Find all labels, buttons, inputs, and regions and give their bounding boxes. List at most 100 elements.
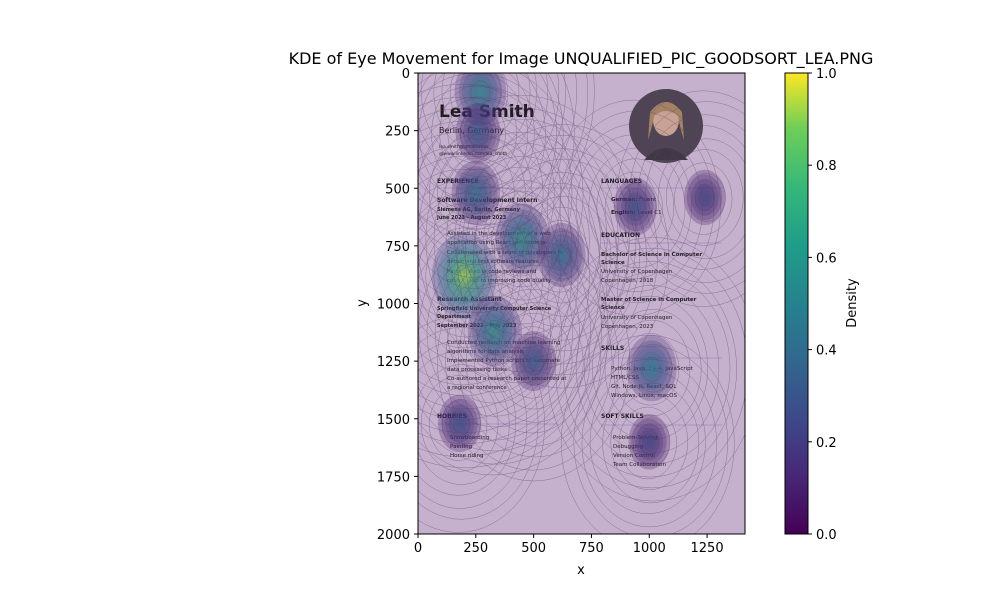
resume-email: lea.smith@gmail.com	[439, 144, 488, 150]
contour-line	[433, 132, 608, 349]
contour-line	[456, 124, 669, 389]
density-level	[476, 85, 485, 98]
contour-line	[575, 134, 692, 279]
contour-line	[464, 134, 658, 376]
density-level	[624, 192, 647, 222]
contour-line	[617, 182, 657, 231]
contour-line	[418, 97, 608, 458]
resume-linkedin: @www.linkedin.com/lea_smith	[439, 151, 507, 157]
density-level	[694, 183, 716, 212]
contour-line	[433, 73, 531, 153]
job2-bullet: Co-authored a research paper presented a…	[447, 376, 567, 382]
x-tick-label: 500	[521, 541, 546, 556]
contour-line	[463, 296, 522, 369]
density-hotspot	[613, 177, 658, 236]
density-level	[504, 215, 540, 263]
density-level	[467, 295, 521, 367]
contour-line	[547, 99, 721, 317]
y-axis: 0 250 500 750 1000 1250 1500 1750 2000	[377, 67, 418, 543]
contour-line	[418, 73, 575, 254]
languages-heading: LANGUAGES	[601, 178, 642, 185]
density-level	[511, 331, 557, 391]
contour-line	[484, 320, 505, 345]
y-tick-label: 1500	[377, 413, 410, 428]
contour-line	[418, 144, 572, 410]
contour-line	[476, 306, 516, 356]
density-level	[628, 414, 671, 470]
contour-line	[457, 264, 613, 458]
contour-line	[418, 73, 566, 201]
job2-bullet: Conducted research on machine learning	[447, 340, 560, 346]
contour-line	[674, 162, 733, 235]
contour-line	[418, 211, 591, 452]
experience-heading: EXPERIENCE	[437, 178, 479, 185]
contour-line	[563, 261, 737, 478]
contour-line	[418, 73, 573, 313]
chart-title: KDE of Eye Movement for Image UNQUALIFIE…	[289, 49, 874, 69]
y-tick-label: 2000	[377, 528, 410, 543]
density-level	[701, 192, 709, 203]
contour-line	[483, 190, 561, 288]
contour-line	[428, 133, 526, 255]
contour-line	[555, 247, 745, 489]
density-level	[437, 239, 492, 312]
contour-line	[589, 369, 706, 514]
contour-line	[515, 336, 555, 386]
job2-bullet: algorithms for data analysis	[447, 349, 524, 355]
density-level	[645, 437, 653, 447]
colorbar-tick-label: 0.8	[816, 159, 837, 174]
contour-line	[581, 358, 717, 528]
lang2-label: English:	[611, 210, 636, 216]
contour-line	[418, 351, 517, 496]
contour-line	[637, 114, 745, 283]
density-level	[687, 174, 723, 221]
contour-line	[547, 237, 745, 502]
x-axis-label: x	[577, 563, 585, 578]
density-level	[431, 232, 497, 319]
x-tick-label: 1000	[633, 541, 666, 556]
contour-line	[437, 144, 515, 242]
contour-line	[418, 327, 539, 520]
density-level	[647, 362, 656, 374]
contour-line	[418, 73, 557, 230]
contour-line	[420, 375, 499, 472]
contour-line	[470, 80, 491, 105]
density-level	[638, 427, 660, 456]
soft-skill-item: Debugging	[613, 444, 643, 450]
edu2-degree-line2: Science	[601, 305, 625, 311]
density-level	[620, 187, 650, 226]
contour-line	[559, 110, 715, 303]
contour-line	[503, 326, 562, 399]
density-level	[514, 336, 553, 387]
contour-line	[462, 166, 579, 312]
soft-skill-item: Version Control	[613, 453, 655, 459]
contour-line	[454, 156, 590, 325]
density-level	[453, 261, 476, 291]
contour-line	[418, 224, 580, 441]
contour-line	[426, 248, 562, 417]
contour-line	[418, 235, 574, 428]
skill-item: HTML/CSS	[611, 375, 639, 381]
contour-line	[694, 186, 715, 211]
colorbar: 0.0 0.2 0.4 0.6 0.8 1.0 Density	[784, 67, 860, 543]
y-tick-label: 750	[385, 240, 410, 255]
density-level	[499, 209, 545, 269]
density-hotspot	[626, 334, 677, 402]
contour-line	[418, 73, 549, 177]
contour-line	[494, 312, 573, 410]
y-tick-label: 1750	[377, 470, 410, 485]
density-level	[474, 127, 482, 138]
job2-bullet: data processing tasks	[447, 367, 507, 373]
lang2-value: Level C1	[638, 210, 662, 216]
density-level	[526, 351, 542, 372]
contour-line	[592, 295, 709, 441]
education-heading: EDUCATION	[601, 232, 640, 239]
job1-bullet: application using React and Node.js	[447, 240, 546, 246]
contour-line	[560, 334, 735, 534]
job1-bullet: contributed to improving code quality	[447, 278, 552, 284]
contour-line	[418, 203, 521, 348]
contour-line	[620, 333, 680, 406]
density-level	[545, 233, 578, 277]
contour-line	[604, 171, 663, 245]
contour-line	[447, 272, 545, 393]
